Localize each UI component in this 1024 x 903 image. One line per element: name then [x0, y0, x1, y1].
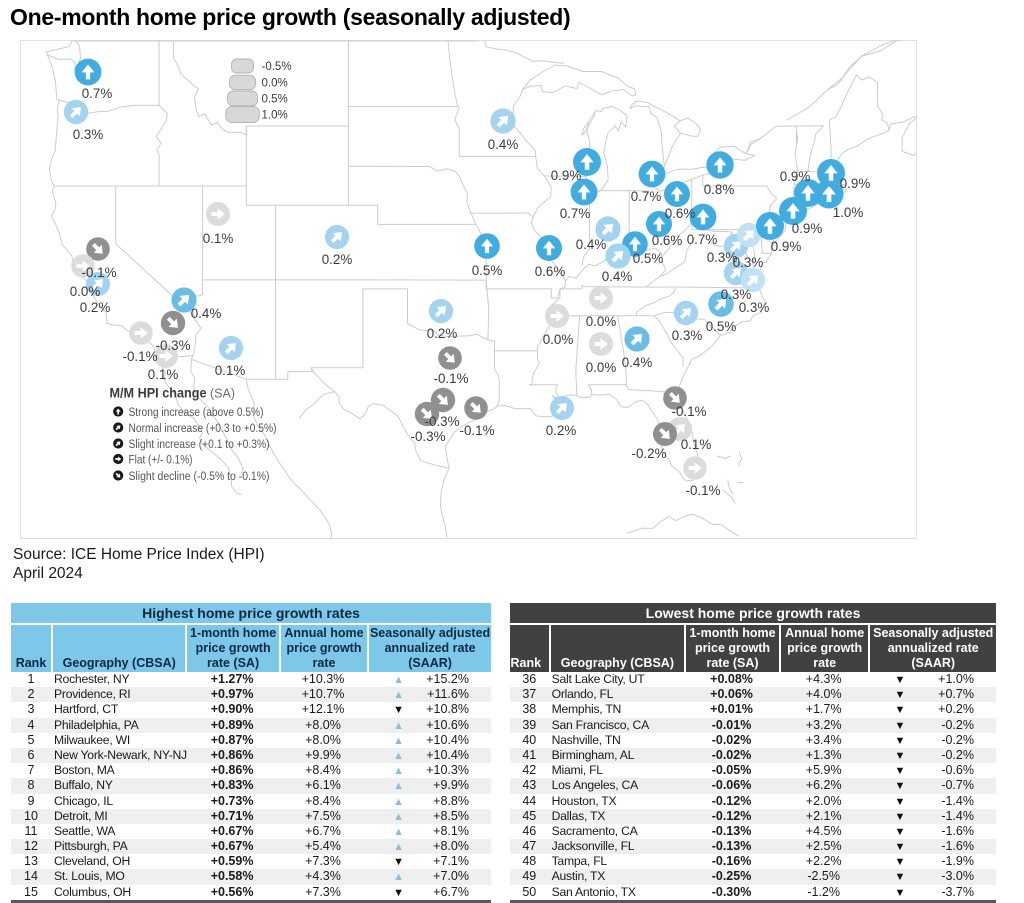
svg-text:Slight decline (-0.5% to -0.1%: Slight decline (-0.5% to -0.1%)	[129, 469, 270, 483]
svg-text:0.6%: 0.6%	[665, 206, 696, 221]
svg-text:Normal increase (+0.3 to +0.5%: Normal increase (+0.3 to +0.5%)	[129, 421, 277, 435]
svg-text:0.1%: 0.1%	[681, 437, 712, 452]
svg-text:0.6%: 0.6%	[652, 233, 683, 248]
svg-text:0.7%: 0.7%	[631, 189, 662, 204]
svg-text:1.0%: 1.0%	[833, 205, 864, 220]
svg-text:0.1%: 0.1%	[203, 231, 234, 246]
svg-text:0.4%: 0.4%	[576, 237, 607, 252]
svg-text:0.5%: 0.5%	[706, 319, 737, 334]
svg-text:0.4%: 0.4%	[488, 137, 519, 152]
svg-text:0.1%: 0.1%	[215, 363, 246, 378]
svg-text:-0.3%: -0.3%	[411, 429, 446, 444]
svg-text:-0.1%: -0.1%	[672, 404, 707, 419]
svg-text:0.0%: 0.0%	[262, 78, 288, 90]
svg-text:-0.1%: -0.1%	[82, 265, 117, 280]
svg-text:-0.1%: -0.1%	[460, 423, 495, 438]
svg-text:-0.5%: -0.5%	[262, 61, 292, 73]
svg-text:0.9%: 0.9%	[771, 239, 802, 254]
svg-text:0.5%: 0.5%	[633, 251, 664, 266]
svg-text:0.0%: 0.0%	[586, 360, 617, 375]
svg-text:0.7%: 0.7%	[687, 232, 718, 247]
svg-text:0.0%: 0.0%	[70, 284, 101, 299]
svg-text:(SA): (SA)	[210, 386, 235, 401]
svg-text:0.4%: 0.4%	[622, 355, 653, 370]
svg-text:0.2%: 0.2%	[546, 423, 577, 438]
svg-text:-0.3%: -0.3%	[156, 338, 191, 353]
svg-text:0.4%: 0.4%	[191, 306, 222, 321]
svg-text:Strong increase (above 0.5%): Strong increase (above 0.5%)	[129, 405, 264, 419]
svg-text:0.7%: 0.7%	[560, 206, 591, 221]
svg-text:0.3%: 0.3%	[73, 127, 104, 142]
svg-text:0.2%: 0.2%	[322, 252, 353, 267]
svg-text:0.9%: 0.9%	[780, 169, 811, 184]
svg-text:0.3%: 0.3%	[739, 300, 770, 315]
svg-text:0.8%: 0.8%	[704, 182, 735, 197]
svg-text:0.5%: 0.5%	[472, 263, 503, 278]
svg-text:0.1%: 0.1%	[148, 367, 179, 382]
svg-text:0.9%: 0.9%	[840, 176, 871, 191]
svg-text:Flat (+/- 0.1%): Flat (+/- 0.1%)	[129, 452, 193, 466]
svg-text:-0.1%: -0.1%	[686, 483, 721, 498]
svg-text:0.3%: 0.3%	[672, 328, 703, 343]
svg-text:0.5%: 0.5%	[262, 94, 288, 106]
svg-text:-0.1%: -0.1%	[123, 349, 158, 364]
svg-text:0.2%: 0.2%	[427, 326, 458, 341]
svg-text:1.0%: 1.0%	[262, 110, 288, 122]
svg-text:0.2%: 0.2%	[80, 300, 111, 315]
svg-text:Slight increase (+0.1 to +0.3%: Slight increase (+0.1 to +0.3%)	[129, 437, 270, 451]
svg-text:0.3%: 0.3%	[707, 250, 738, 265]
svg-text:-0.3%: -0.3%	[425, 414, 460, 429]
svg-text:-0.2%: -0.2%	[632, 446, 667, 461]
svg-text:0.0%: 0.0%	[586, 314, 617, 329]
svg-text:0.9%: 0.9%	[792, 221, 823, 236]
svg-text:0.9%: 0.9%	[551, 168, 582, 183]
svg-text:0.7%: 0.7%	[82, 86, 113, 101]
svg-text:0.3%: 0.3%	[733, 255, 764, 270]
svg-text:0.4%: 0.4%	[602, 269, 633, 284]
svg-text:M/M HPI change: M/M HPI change	[110, 386, 207, 401]
svg-text:0.0%: 0.0%	[543, 332, 574, 347]
svg-text:-0.1%: -0.1%	[434, 371, 469, 386]
svg-text:0.6%: 0.6%	[535, 264, 566, 279]
svg-text:0.3%: 0.3%	[721, 287, 752, 302]
